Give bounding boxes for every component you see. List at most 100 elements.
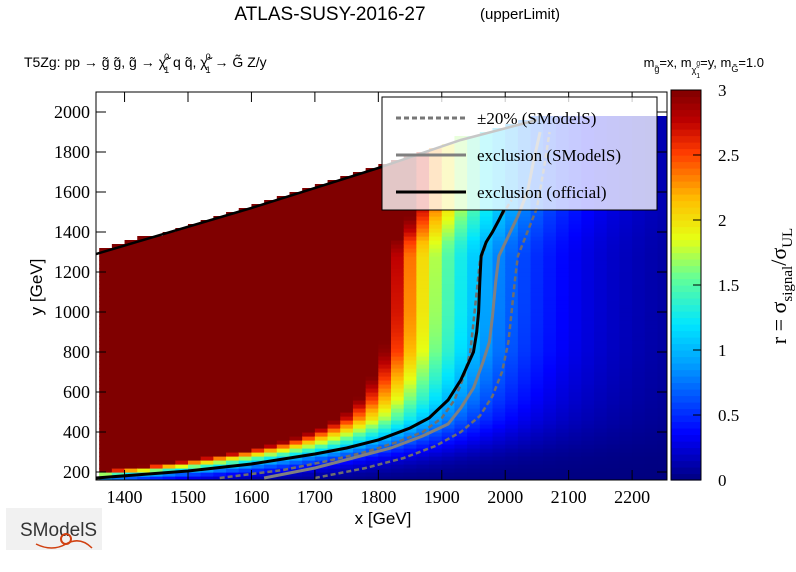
- heatmap-cell: [175, 344, 189, 349]
- heatmap-cell: [238, 352, 253, 357]
- heatmap-cell: [619, 316, 633, 321]
- heatmap-cell: [226, 252, 240, 257]
- heatmap-cell: [454, 452, 468, 457]
- heatmap-cell: [403, 392, 417, 397]
- heatmap-cell: [352, 456, 367, 461]
- heatmap-cell: [200, 476, 214, 480]
- heatmap-cell: [238, 300, 253, 305]
- heatmap-cell: [226, 328, 240, 333]
- heatmap-cell: [530, 464, 544, 469]
- heatmap-cell: [568, 440, 582, 445]
- heatmap-cell: [517, 372, 532, 377]
- heatmap-cell: [175, 424, 189, 429]
- heatmap-cell: [479, 464, 494, 469]
- heatmap-cell: [289, 252, 303, 257]
- heatmap-cell: [276, 392, 291, 397]
- heatmap-cell: [467, 400, 481, 405]
- heatmap-cell: [632, 388, 646, 393]
- heatmap-cell: [327, 268, 341, 273]
- heatmap-cell: [644, 260, 659, 265]
- heatmap-cell: [213, 400, 227, 405]
- heatmap-cell: [429, 224, 443, 229]
- heatmap-cell: [276, 320, 291, 325]
- heatmap-cell: [568, 464, 582, 469]
- heatmap-cell: [238, 340, 253, 345]
- heatmap-cell: [137, 352, 151, 357]
- heatmap-cell: [467, 460, 481, 465]
- heatmap-cell: [429, 216, 443, 221]
- heatmap-cell: [251, 244, 265, 249]
- heatmap-cell: [187, 360, 202, 365]
- colorbar-segment: [671, 226, 701, 234]
- heatmap-cell: [276, 432, 291, 437]
- heatmap-cell: [302, 208, 316, 213]
- heatmap-cell: [657, 300, 667, 305]
- heatmap-cell: [238, 272, 253, 277]
- heatmap-cell: [594, 224, 608, 229]
- heatmap-cell: [429, 440, 443, 445]
- heatmap-cell: [391, 464, 405, 469]
- heatmap-cell: [568, 428, 582, 433]
- heatmap-cell: [238, 376, 253, 381]
- heatmap-cell: [644, 416, 659, 421]
- heatmap-cell: [149, 324, 164, 329]
- heatmap-cell: [111, 256, 126, 261]
- heatmap-cell: [276, 336, 291, 341]
- heatmap-cell: [644, 248, 659, 253]
- heatmap-cell: [137, 388, 151, 393]
- heatmap-cell: [378, 272, 392, 277]
- heatmap-cell: [403, 280, 417, 285]
- heatmap-cell: [530, 216, 544, 221]
- heatmap-cell: [365, 264, 379, 269]
- heatmap-cell: [327, 252, 341, 257]
- heatmap-cell: [175, 432, 189, 437]
- heatmap-cell: [137, 340, 151, 345]
- heatmap-cell: [378, 404, 392, 409]
- heatmap-cell: [327, 468, 341, 473]
- heatmap-cell: [581, 420, 595, 425]
- heatmap-cell: [632, 452, 646, 457]
- heatmap-cell: [352, 364, 367, 369]
- heatmap-cell: [530, 268, 544, 273]
- heatmap-cell: [581, 432, 595, 437]
- heatmap-cell: [175, 392, 189, 397]
- heatmap-cell: [606, 460, 621, 465]
- heatmap-cell: [505, 324, 519, 329]
- heatmap-cell: [264, 336, 278, 341]
- heatmap-cell: [391, 284, 405, 289]
- heatmap-cell: [327, 340, 341, 345]
- heatmap-cell: [644, 364, 659, 369]
- heatmap-cell: [416, 476, 430, 480]
- heatmap-cell: [99, 448, 113, 453]
- heatmap-cell: [441, 272, 456, 277]
- heatmap-cell: [479, 256, 494, 261]
- heatmap-cell: [99, 372, 113, 377]
- heatmap-cell: [454, 460, 468, 465]
- heatmap-cell: [200, 292, 214, 297]
- heatmap-cell: [454, 236, 468, 241]
- heatmap-cell: [200, 252, 214, 257]
- heatmap-cell: [226, 276, 240, 281]
- heatmap-cell: [619, 388, 633, 393]
- heatmap-cell: [137, 452, 151, 457]
- heatmap-cell: [568, 272, 582, 277]
- heatmap-cell: [213, 228, 227, 233]
- heatmap-cell: [187, 420, 202, 425]
- heatmap-cell: [492, 416, 506, 421]
- heatmap-cell: [314, 360, 329, 365]
- heatmap-cell: [441, 300, 456, 305]
- heatmap-cell: [479, 260, 494, 265]
- heatmap-cell: [226, 284, 240, 289]
- heatmap-cell: [594, 352, 608, 357]
- heatmap-cell: [213, 244, 227, 249]
- heatmap-cell: [530, 280, 544, 285]
- heatmap-cell: [555, 272, 570, 277]
- heatmap-cell: [619, 212, 633, 217]
- colorbar-segment: [671, 272, 701, 280]
- colorbar-segment: [671, 454, 701, 462]
- heatmap-cell: [302, 304, 316, 309]
- heatmap-cell: [162, 268, 176, 273]
- heatmap-cell: [429, 276, 443, 281]
- heatmap-cell: [162, 440, 176, 445]
- heatmap-cell: [200, 404, 214, 409]
